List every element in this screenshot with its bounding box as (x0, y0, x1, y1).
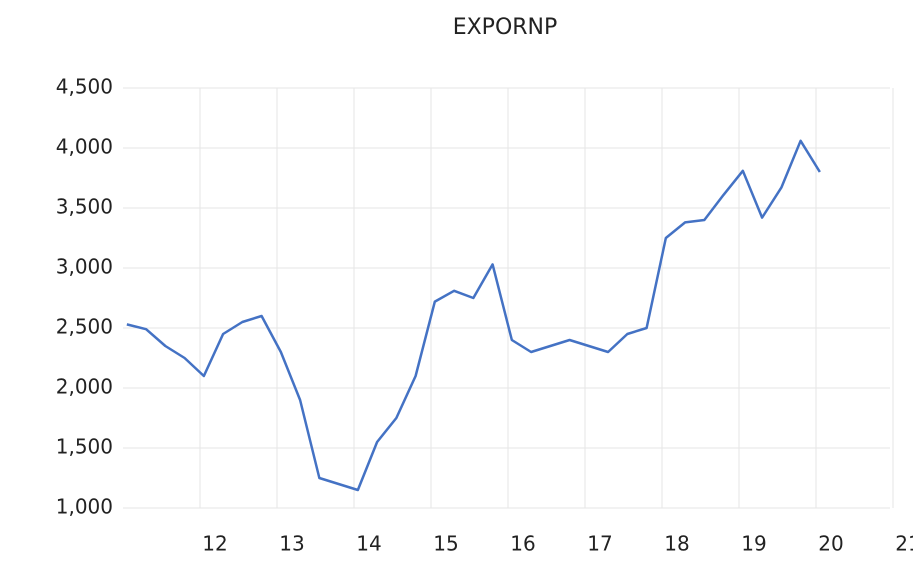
y-tick-label: 2,500 (56, 315, 113, 339)
x-tick-label: 18 (664, 532, 689, 556)
y-tick-label: 3,500 (56, 195, 113, 219)
x-tick-label: 16 (510, 532, 535, 556)
x-tick-label: 19 (741, 532, 766, 556)
x-tick-label: 12 (202, 532, 227, 556)
y-tick-label: 4,500 (56, 75, 113, 99)
x-tick-label: 20 (818, 532, 843, 556)
x-tick-label: 17 (587, 532, 612, 556)
chart-title: EXPORNP (453, 15, 558, 40)
x-tick-label: 14 (356, 532, 381, 556)
x-tick-label: 21 (895, 532, 913, 556)
data-line (126, 139, 821, 492)
y-tick-label: 4,000 (56, 135, 113, 159)
y-tick-label: 1,000 (56, 495, 113, 519)
x-tick-label: 15 (433, 532, 458, 556)
y-tick-label: 3,000 (56, 255, 113, 279)
y-tick-label: 2,000 (56, 375, 113, 399)
y-tick-label: 1,500 (56, 435, 113, 459)
x-tick-label: 13 (279, 532, 304, 556)
